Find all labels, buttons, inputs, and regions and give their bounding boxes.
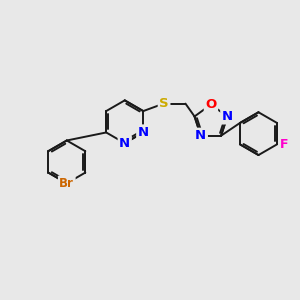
Text: N: N xyxy=(195,129,206,142)
Text: Br: Br xyxy=(59,177,74,190)
Text: N: N xyxy=(222,110,233,123)
Text: S: S xyxy=(159,97,169,110)
Text: N: N xyxy=(119,137,130,150)
Text: O: O xyxy=(205,98,217,111)
Text: N: N xyxy=(138,126,149,139)
Text: F: F xyxy=(280,138,289,151)
